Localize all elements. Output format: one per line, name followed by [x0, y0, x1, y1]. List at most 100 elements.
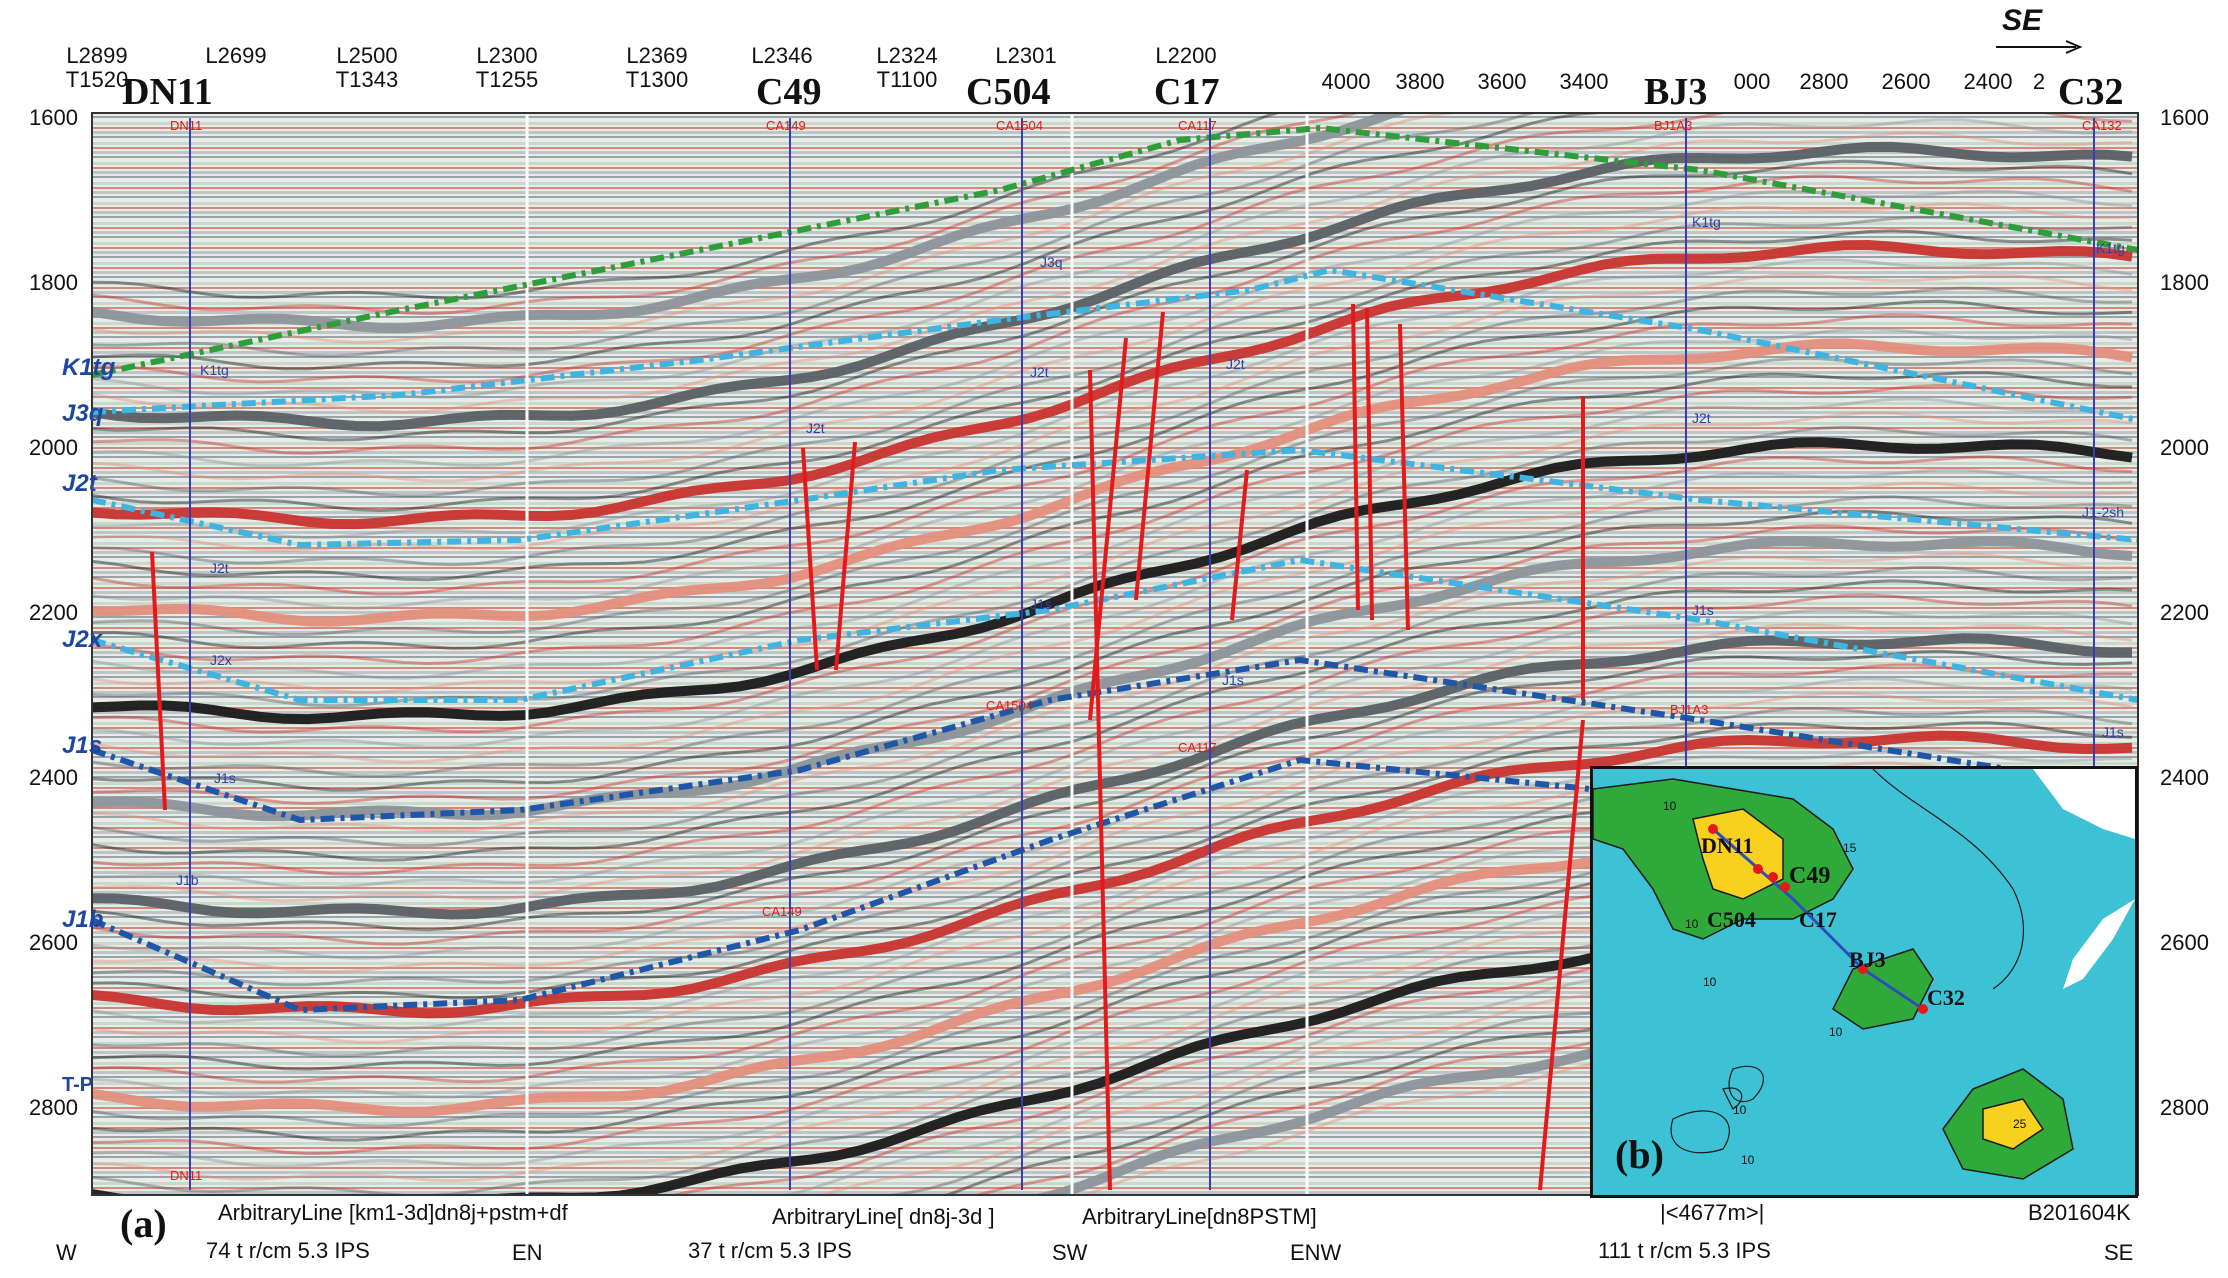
well-annotation: J1s: [214, 770, 236, 786]
horizon-line: [91, 124, 2139, 378]
fault-line: [834, 441, 857, 671]
direction-arrow-icon: [1996, 40, 2083, 54]
seismic-reflector: [92, 677, 2133, 960]
trace-num-8: 2400: [1963, 69, 2013, 94]
seismic-reflector: [92, 730, 2133, 1019]
top-label-4: L2300 T1255: [475, 43, 539, 92]
direction-w: W: [56, 1240, 77, 1265]
top-label-8: L2301: [995, 43, 1057, 68]
trace-num-2: 3800: [1395, 69, 1445, 94]
seismic-reflector: [92, 286, 2133, 567]
fault-line: [1351, 303, 1360, 611]
contour-label: 10: [1663, 799, 1677, 813]
seismic-reflector: [92, 509, 2133, 792]
depth-tick-2400: 2400: [29, 765, 78, 790]
well-annotation: BJ1A3: [1654, 118, 1693, 133]
trace-num-1: 4000: [1321, 69, 1371, 94]
seismic-reflector: [92, 691, 2133, 974]
contour-label: 10: [1703, 975, 1717, 989]
seismic-reflector: [92, 371, 2133, 650]
well-annotation: DN11: [170, 118, 203, 133]
well-title-c32: C32: [2058, 71, 2124, 113]
trace-scale-1: 74 t r/cm 5.3 IPS: [206, 1238, 370, 1263]
well-annotation: J1s: [1692, 602, 1714, 618]
depth-tick-right-1600: 1600: [2160, 105, 2209, 130]
top-label-5: L2369 T1300: [625, 43, 689, 92]
well-annotation: J2t: [1030, 364, 1049, 380]
well-annotation: J2t: [806, 420, 825, 436]
seismic-reflector: [92, 623, 2133, 903]
well-title-c17: C17: [1154, 71, 1220, 113]
seismic-reflector: [92, 579, 2133, 862]
seismic-reflector: [92, 215, 2133, 498]
well-annotation: K1tg: [2096, 240, 2125, 256]
seismic-reflector: [92, 131, 2133, 414]
seismic-reflector: [92, 593, 2133, 876]
depth-tick-right-1800: 1800: [2160, 270, 2209, 295]
top-label-3: L2500 T1343: [335, 43, 399, 92]
inset-label-bj3: BJ3: [1849, 947, 1886, 972]
well-annotation: J3q: [1040, 254, 1063, 270]
seismic-reflector: [92, 524, 2133, 806]
fault-line: [1365, 307, 1374, 621]
seismic-reflector: [92, 747, 2133, 1030]
seismic-reflector: [92, 113, 2133, 384]
well-annotation: CA132: [2082, 118, 2122, 133]
seismic-reflector: [92, 113, 1409, 334]
direction-enw: ENW: [1290, 1240, 1342, 1265]
fault-line: [150, 551, 167, 811]
depth-tick-right-2600: 2600: [2160, 930, 2209, 955]
seismic-reflector: [92, 118, 2133, 399]
top-label-6: L2346: [751, 43, 813, 68]
seismic-reflector: [92, 299, 2133, 582]
trace-num-3: 3600: [1477, 69, 1527, 94]
trace-scale-2: 37 t r/cm 5.3 IPS: [688, 1238, 852, 1263]
seismic-reflector: [92, 113, 1363, 316]
seismic-reflector: [92, 273, 2133, 553]
seismic-reflector: [92, 383, 2133, 666]
seismic-reflector: [92, 159, 2133, 442]
figure-code: B201604K: [2028, 1200, 2131, 1225]
trace-num-5: 000: [1733, 69, 1771, 94]
trace-num-7: 2600: [1881, 69, 1931, 94]
well-annotation: J2t: [1692, 410, 1711, 426]
trace-num-9: 2: [2032, 69, 2046, 94]
well-annotation: J1s: [1222, 672, 1244, 688]
depth-tick-right-2800: 2800: [2160, 1095, 2209, 1120]
seismic-reflector: [92, 229, 2133, 512]
direction-se: SE: [2104, 1240, 2134, 1265]
fault-line: [1398, 323, 1410, 631]
depth-tick-right-2000: 2000: [2160, 435, 2209, 460]
direction-en: EN: [512, 1240, 543, 1265]
seismic-reflector: [92, 113, 1463, 344]
depth-tick-1800: 1800: [29, 270, 78, 295]
horizon-line: [91, 556, 2139, 703]
panel-label-b: (b): [1615, 1132, 1664, 1177]
seismic-reflector: [92, 113, 1283, 301]
seismic-reflector: [92, 113, 1623, 371]
panel-label-a: (a): [120, 1201, 167, 1246]
contour-label: 10: [1685, 917, 1699, 931]
seismic-reflector: [92, 552, 2133, 833]
seismic-reflector: [92, 481, 2133, 764]
seismic-reflector: [92, 565, 2133, 848]
seismic-reflector: [92, 633, 2132, 920]
top-label-9: L2200: [1155, 43, 1217, 68]
horizon-label-j3q: J3q: [62, 400, 104, 427]
seismic-reflector: [92, 425, 2133, 708]
inset-map: DN11 C49 C504 C17 BJ3 C32 10 10 10 10 15…: [1590, 766, 2138, 1198]
seismic-reflector: [92, 397, 2133, 680]
well-annotation: CA1504: [996, 118, 1043, 133]
seismic-reflector: [92, 468, 2133, 749]
depth-tick-2600: 2600: [29, 930, 78, 955]
seismic-reflector: [92, 707, 2133, 987]
depth-tick-2200: 2200: [29, 600, 78, 625]
well-annotation: CA149: [762, 904, 802, 919]
well-annotation: K1tg: [1692, 214, 1721, 230]
seismic-reflector: [92, 202, 2133, 483]
horizon-label-j2x: J2x: [62, 626, 103, 653]
scale-bar: |<4677m>|: [1660, 1200, 1765, 1225]
trace-scale-3: 111 t r/cm 5.3 IPS: [1598, 1238, 1771, 1263]
fault-line: [1088, 337, 1128, 721]
